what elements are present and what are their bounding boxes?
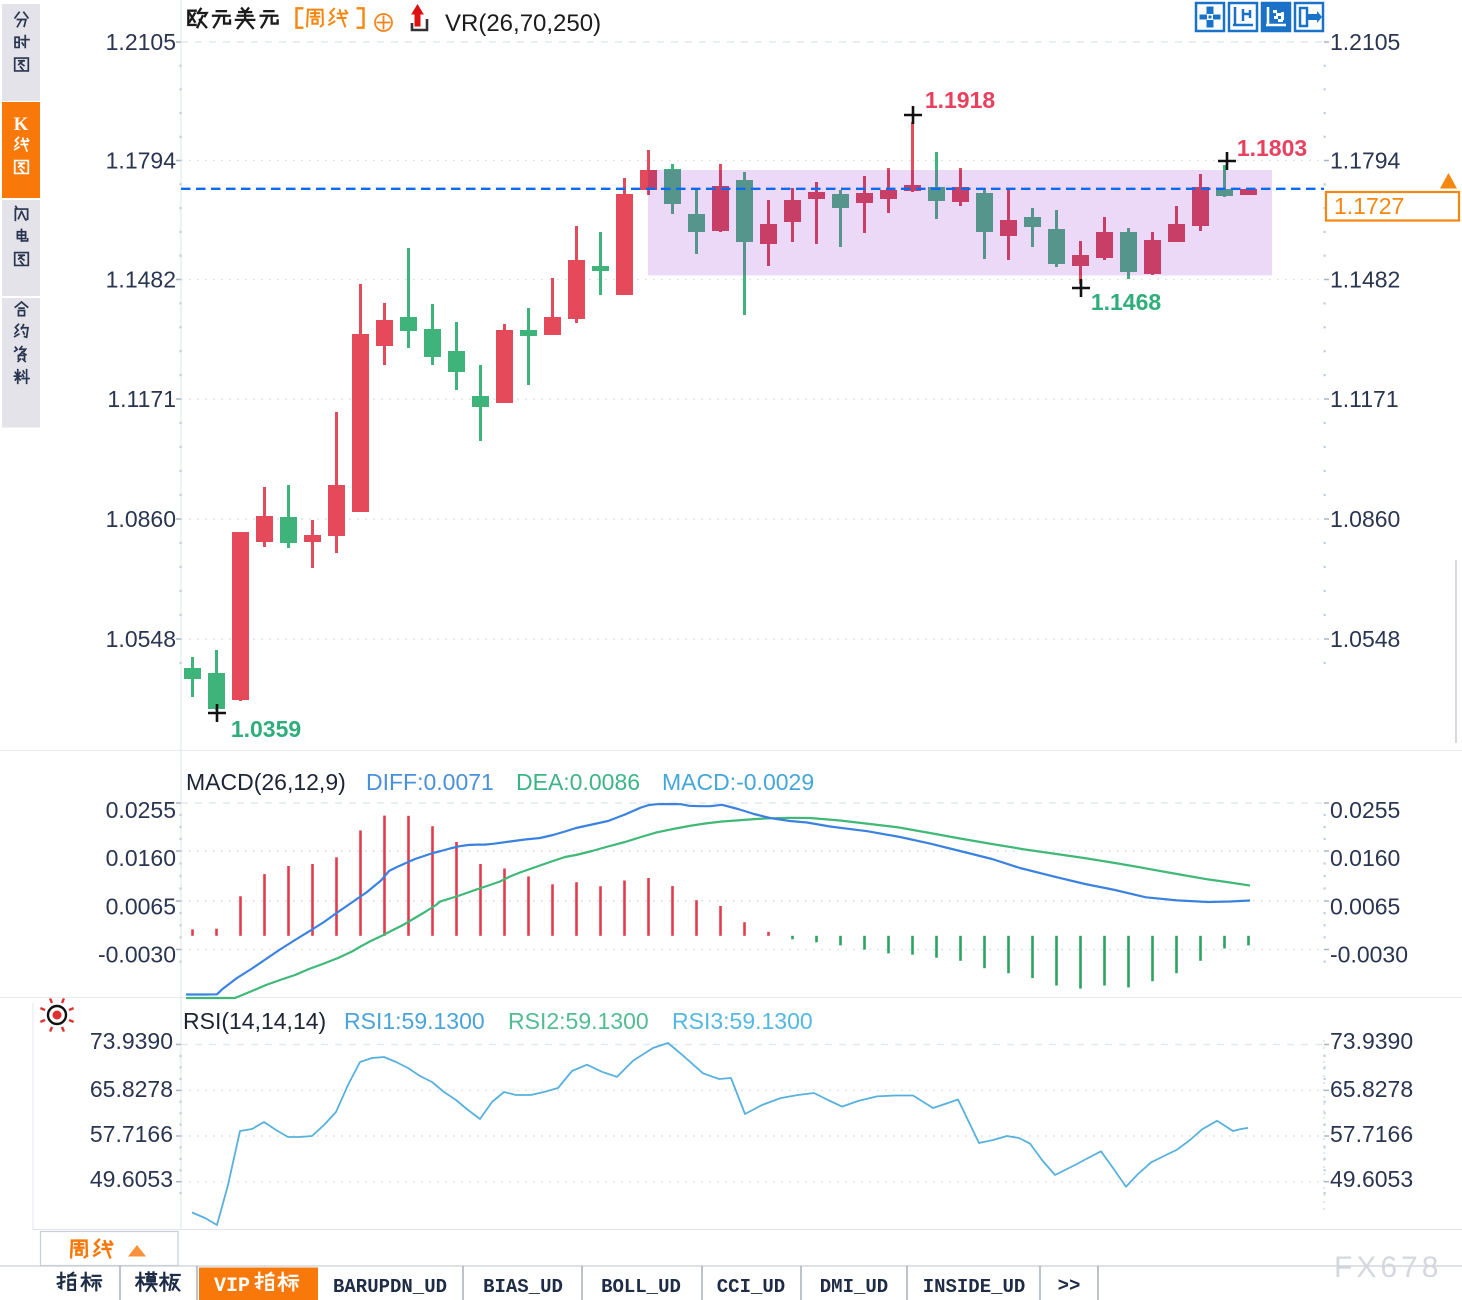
- svg-text:1.2105: 1.2105: [1330, 29, 1400, 55]
- svg-text:-0.0030: -0.0030: [1330, 942, 1408, 968]
- svg-text:>>: >>: [1058, 1275, 1081, 1297]
- svg-text:CCI_UD: CCI_UD: [717, 1276, 785, 1298]
- svg-text:0.0160: 0.0160: [1330, 845, 1400, 871]
- svg-text:49.6053: 49.6053: [90, 1166, 173, 1192]
- svg-text:1.1727: 1.1727: [1334, 193, 1404, 219]
- svg-text:BOLL_UD: BOLL_UD: [601, 1276, 681, 1298]
- svg-text:K: K: [14, 114, 29, 135]
- svg-text:73.9390: 73.9390: [1330, 1028, 1413, 1054]
- svg-text:MACD(26,12,9): MACD(26,12,9): [186, 769, 346, 795]
- svg-text:FX678: FX678: [1334, 1251, 1442, 1284]
- svg-text:VR(26,70,250): VR(26,70,250): [445, 10, 601, 37]
- svg-text:73.9390: 73.9390: [90, 1028, 173, 1054]
- svg-text:BIAS_UD: BIAS_UD: [483, 1276, 563, 1298]
- svg-text:57.7166: 57.7166: [90, 1121, 173, 1147]
- svg-text:RSI3:59.1300: RSI3:59.1300: [672, 1008, 813, 1034]
- svg-text:57.7166: 57.7166: [1330, 1121, 1413, 1147]
- svg-text:-0.0030: -0.0030: [98, 942, 176, 968]
- svg-text:DEA:0.0086: DEA:0.0086: [516, 769, 640, 795]
- svg-text:0.0255: 0.0255: [1330, 797, 1400, 823]
- svg-text:1.1918: 1.1918: [925, 87, 996, 113]
- svg-text:1.0548: 1.0548: [1330, 626, 1400, 652]
- svg-text:1.1794: 1.1794: [1330, 148, 1401, 174]
- svg-text:1.1482: 1.1482: [1330, 267, 1400, 293]
- svg-text:1.1171: 1.1171: [1330, 386, 1399, 412]
- svg-text:1.0548: 1.0548: [106, 626, 176, 652]
- svg-text:DIFF:0.0071: DIFF:0.0071: [366, 769, 494, 795]
- svg-text:49.6053: 49.6053: [1330, 1166, 1413, 1192]
- svg-text:1.0359: 1.0359: [231, 716, 301, 742]
- svg-text:0.0065: 0.0065: [1330, 894, 1400, 920]
- svg-text:1.2105: 1.2105: [106, 29, 176, 55]
- svg-text:MACD:-0.0029: MACD:-0.0029: [662, 769, 814, 795]
- svg-text:RSI1:59.1300: RSI1:59.1300: [344, 1008, 485, 1034]
- svg-text:0.0255: 0.0255: [106, 797, 176, 823]
- svg-text:1.1794: 1.1794: [106, 148, 177, 174]
- svg-text:65.8278: 65.8278: [90, 1076, 173, 1102]
- svg-text:1.1482: 1.1482: [106, 267, 176, 293]
- svg-text:1.1803: 1.1803: [1237, 135, 1307, 161]
- svg-text:DMI_UD: DMI_UD: [820, 1276, 888, 1298]
- svg-text:INSIDE_UD: INSIDE_UD: [923, 1276, 1026, 1298]
- svg-text:1.1468: 1.1468: [1091, 289, 1162, 315]
- svg-text:0.0065: 0.0065: [106, 894, 176, 920]
- svg-text:1.1171: 1.1171: [107, 386, 176, 412]
- svg-text:VIP: VIP: [214, 1275, 250, 1298]
- svg-text:65.8278: 65.8278: [1330, 1076, 1413, 1102]
- svg-text:RSI2:59.1300: RSI2:59.1300: [508, 1008, 649, 1034]
- svg-text:1.0860: 1.0860: [1330, 506, 1400, 532]
- svg-text:BARUPDN_UD: BARUPDN_UD: [333, 1276, 447, 1298]
- svg-text:0.0160: 0.0160: [106, 845, 176, 871]
- svg-text:1.0860: 1.0860: [106, 506, 176, 532]
- svg-text:RSI(14,14,14): RSI(14,14,14): [183, 1008, 326, 1034]
